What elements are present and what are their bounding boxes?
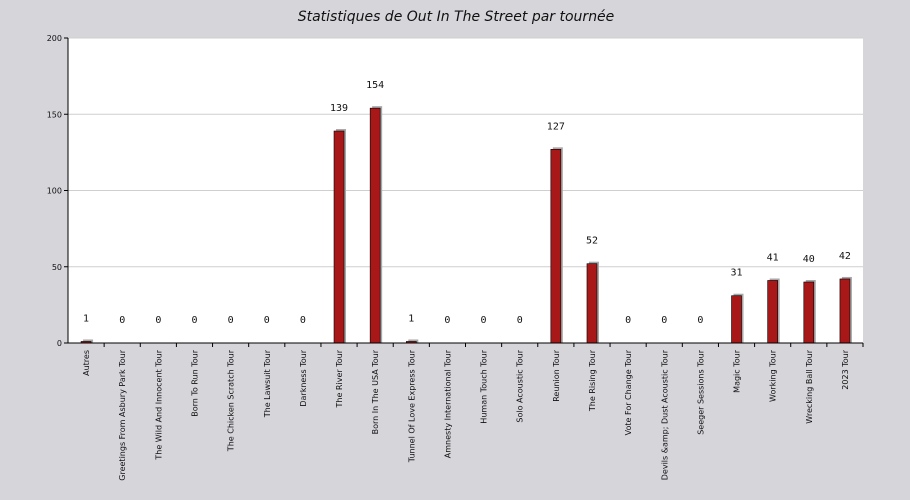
category-label: Greetings From Asbury Park Tour [118,349,127,480]
category-label: The Rising Tour [588,349,597,412]
y-axis-ticks: 0 50 100 150 200 [47,34,68,348]
category-label: The River Tour [335,349,344,408]
category-label: Vote For Change Tour [624,349,633,435]
bar [803,281,815,344]
grid-lines [68,37,863,268]
value-label: 154 [366,80,384,91]
category-label: Human Touch Tour [480,349,489,423]
category-label: The Lawsuit Tour [263,349,272,418]
value-label: 41 [767,252,779,263]
bar [731,295,742,344]
category-label: 2023 Tour [841,349,850,389]
y-tick-label: 0 [57,339,62,348]
category-label: Seeger Sessions Tour [696,349,705,434]
category-label: Tunnel Of Love Express Tour [407,349,416,463]
value-label: 0 [625,315,631,326]
value-label: 0 [300,315,306,326]
category-label: Magic Tour [733,349,742,393]
value-label: 1 [408,313,414,324]
value-label: 1 [83,313,89,324]
bar [586,263,598,344]
value-label: 139 [330,103,348,114]
bar [550,149,562,344]
value-labels: 1 0 0 0 0 0 0 139 154 1 0 0 0 127 52 0 0 0 31 41 40 42 [83,80,851,326]
y-tick-label: 100 [47,187,62,196]
value-label: 0 [228,315,234,326]
value-label: 0 [155,315,161,326]
category-label: Amnesty International Tour [443,349,452,458]
category-label: Reunion Tour [552,349,561,401]
category-label: The Chicken Scratch Tour [227,349,236,452]
bar [333,130,345,344]
value-label: 52 [586,236,598,247]
value-label: 0 [697,315,703,326]
category-label: Darkness Tour [299,349,308,406]
value-label: 0 [517,315,523,326]
bar [369,107,381,344]
y-tick-label: 50 [52,263,62,272]
category-label: Working Tour [769,349,778,402]
value-label: 0 [191,315,197,326]
x-axis-ticks [103,343,864,347]
category-label: Autres [82,350,91,376]
bar [839,278,851,344]
value-label: 0 [444,315,450,326]
y-tick-label: 200 [47,34,62,43]
category-labels: Autres Greetings From Asbury Park Tour The… [82,349,850,480]
category-label: Born In The USA Tour [371,349,380,434]
value-label: 40 [803,254,815,265]
value-label: 0 [264,315,270,326]
bar [767,280,778,344]
value-label: 0 [119,315,125,326]
category-label: Wrecking Ball Tour [805,349,814,423]
value-label: 0 [481,315,487,326]
y-tick-label: 150 [47,110,62,119]
category-label: Solo Acoustic Tour [516,349,525,422]
category-label: Devils &amp; Dust Acoustic Tour [660,349,669,480]
value-label: 42 [839,251,851,262]
category-label: The Wild And Innocent Tour [154,349,163,460]
value-label: 0 [661,315,667,326]
value-label: 127 [547,121,565,132]
bars [80,106,852,344]
category-label: Born To Run Tour [190,349,199,416]
chart-title: Statistiques de Out In The Street par to… [298,9,615,25]
value-label: 31 [730,268,742,279]
